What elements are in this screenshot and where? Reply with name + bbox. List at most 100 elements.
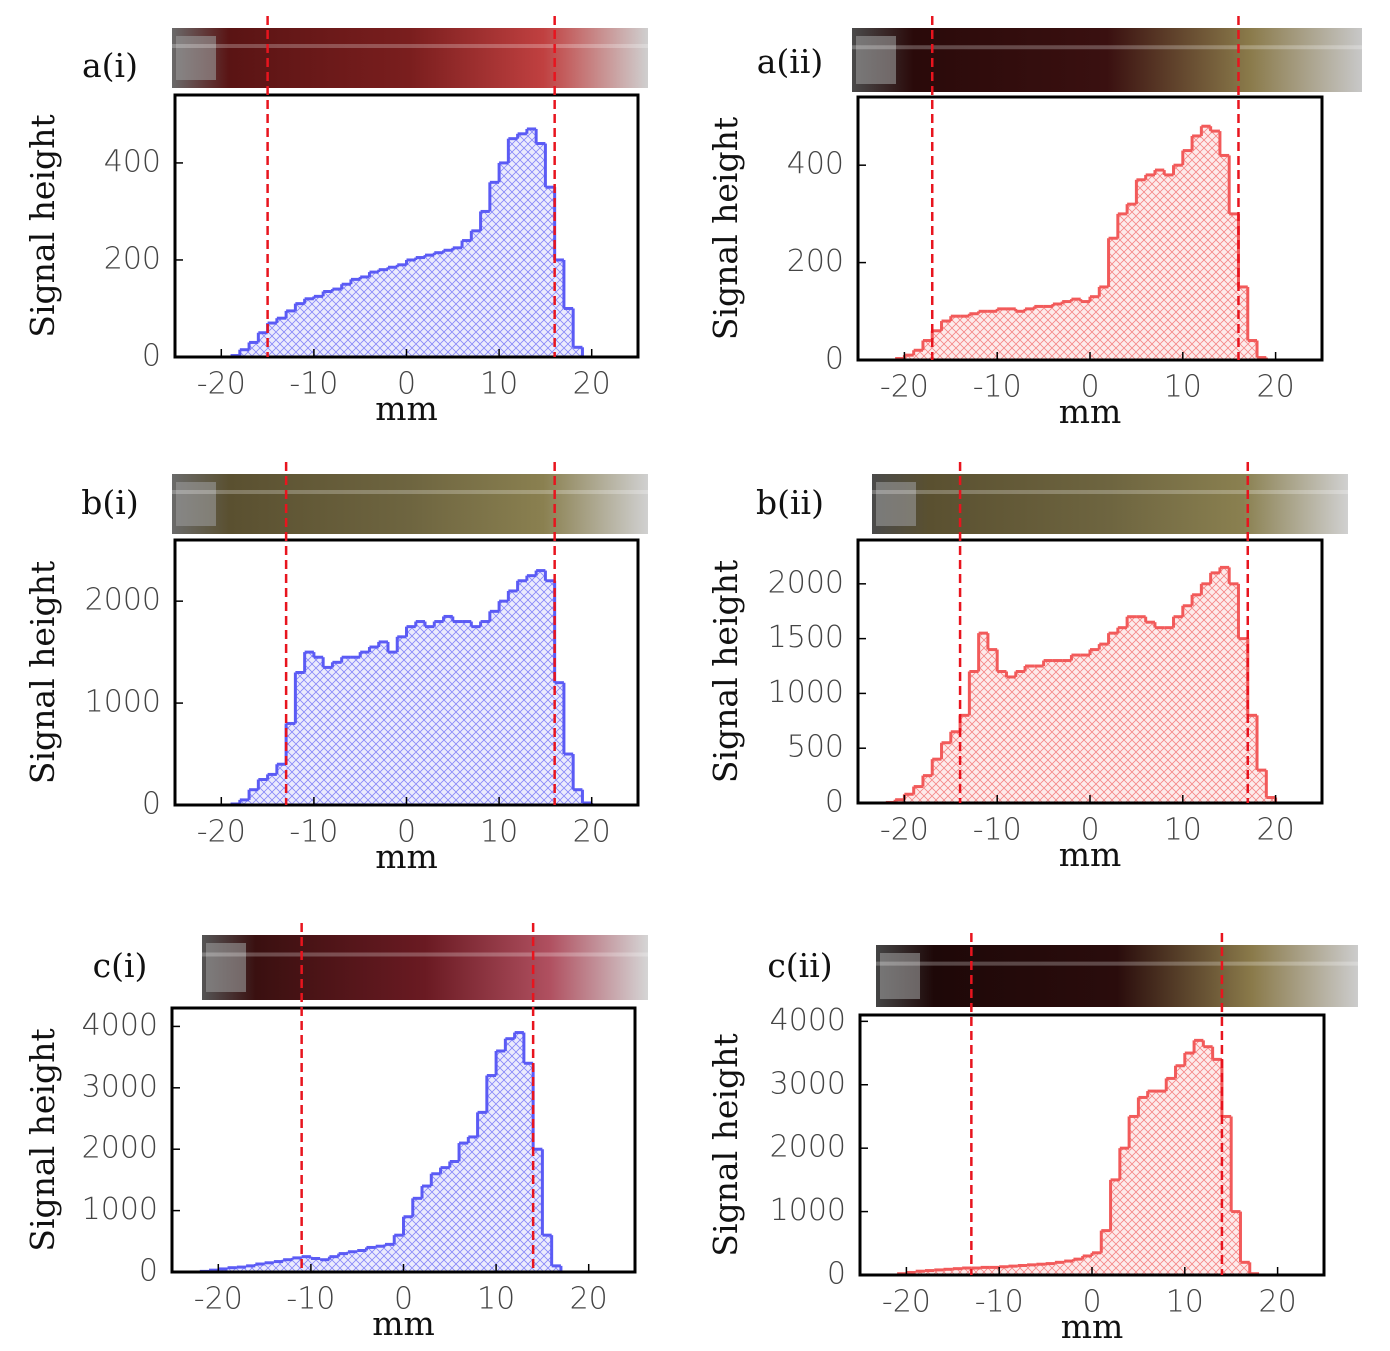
histogram-bar xyxy=(1201,583,1211,803)
histogram-bar xyxy=(526,128,537,357)
histogram-bar xyxy=(1145,622,1155,803)
histogram-bar xyxy=(415,621,426,805)
histogram-bar xyxy=(1229,213,1239,360)
histogram-bar xyxy=(1127,204,1137,360)
histogram-bar xyxy=(1043,306,1053,360)
histogram-bar xyxy=(350,657,361,805)
histogram-bar xyxy=(1080,301,1090,360)
histogram-bar xyxy=(422,1186,432,1272)
y-tick-label: 0 xyxy=(825,342,844,377)
histogram-bar xyxy=(526,575,537,805)
x-tick-label: -10 xyxy=(975,1285,1024,1320)
histogram-bar xyxy=(378,641,388,805)
y-tick-label: 500 xyxy=(787,730,844,765)
histogram-bar xyxy=(1045,1263,1055,1275)
y-tick-label: 3000 xyxy=(82,1069,158,1104)
x-tick-label: -20 xyxy=(880,813,929,848)
histogram-bar xyxy=(1101,1230,1111,1275)
histogram-bar xyxy=(1099,286,1109,360)
histogram-bar xyxy=(304,298,314,357)
histogram-bar xyxy=(283,1259,293,1272)
histogram-bar xyxy=(249,789,259,805)
histogram-bar xyxy=(1034,306,1044,360)
histogram-bar xyxy=(397,264,407,357)
histogram-bar xyxy=(952,1268,963,1275)
x-axis-title: mm xyxy=(375,389,438,428)
histogram-bar xyxy=(1052,660,1063,803)
histogram-bar xyxy=(239,349,250,357)
histogram-bar xyxy=(292,1257,302,1272)
histogram-bar xyxy=(443,250,453,357)
histogram-bar xyxy=(434,621,444,805)
plot-frame xyxy=(858,1013,1326,1277)
y-tick-label: 200 xyxy=(104,241,161,276)
histogram-bar xyxy=(415,257,426,357)
histogram-bar xyxy=(397,636,407,805)
x-tick-label: -10 xyxy=(286,1282,335,1317)
x-axis-title: mm xyxy=(1059,835,1122,874)
histogram-bar xyxy=(286,310,296,357)
histogram-bar xyxy=(950,316,961,360)
panel-label: c(i) xyxy=(93,946,148,985)
y-axis-title: Signal height xyxy=(706,117,745,340)
histogram-bar xyxy=(378,269,388,357)
histogram-bar xyxy=(1240,1262,1250,1275)
histogram-bar xyxy=(434,252,444,357)
histogram-bar xyxy=(431,1173,441,1272)
histogram-bar xyxy=(943,1269,953,1275)
histogram-bar xyxy=(286,723,296,805)
x-axis-title: mm xyxy=(375,837,438,876)
x-tick-label: 0 xyxy=(1082,1285,1101,1320)
x-tick-label: 20 xyxy=(1259,1285,1297,1320)
histogram-bar xyxy=(468,1136,478,1272)
y-tick-label: 4000 xyxy=(82,1008,158,1043)
histogram-bar xyxy=(932,759,942,803)
x-tick-label: -20 xyxy=(880,370,929,405)
histogram-bar xyxy=(1164,627,1174,803)
histogram-bar xyxy=(1192,135,1202,360)
histogram-bar xyxy=(227,1267,237,1272)
x-tick-label: -20 xyxy=(197,815,246,850)
syringe-photo xyxy=(852,28,1362,92)
y-tick-label: 1000 xyxy=(768,675,844,710)
histogram-bar xyxy=(313,657,324,805)
syringe-plunger xyxy=(176,482,216,526)
histogram-bar xyxy=(347,1251,358,1272)
histogram-bar xyxy=(573,347,583,357)
histogram-bar xyxy=(523,1063,534,1272)
syringe-plunger xyxy=(206,943,246,992)
histogram-bar xyxy=(1117,213,1128,360)
panel-label: a(ii) xyxy=(757,42,824,81)
histogram-bar xyxy=(459,1143,469,1272)
y-tick-label: 0 xyxy=(142,339,161,374)
y-tick-label: 400 xyxy=(104,144,161,179)
histogram-bar xyxy=(1071,655,1081,803)
syringe-photo xyxy=(872,474,1348,534)
x-tick-label: -10 xyxy=(289,367,338,402)
histogram-bar xyxy=(987,311,998,360)
histogram-bar xyxy=(1182,150,1193,360)
histogram-bar xyxy=(934,1269,944,1275)
histogram-bar xyxy=(1182,605,1193,803)
x-tick-label: 20 xyxy=(1257,813,1295,848)
histogram-bar xyxy=(387,652,398,805)
syringe-plunger xyxy=(176,36,216,80)
histogram-bar xyxy=(403,1216,413,1272)
histogram-bar xyxy=(329,1256,339,1272)
histogram-bar xyxy=(246,1265,256,1272)
histogram-bar xyxy=(1247,715,1258,803)
histogram-bar xyxy=(1257,770,1267,803)
histogram-bar xyxy=(505,1038,515,1272)
histogram-bar xyxy=(1231,1211,1241,1275)
histogram-bar xyxy=(960,715,970,803)
histogram-bar xyxy=(323,291,333,357)
histogram-bar xyxy=(443,616,453,805)
histogram-bar xyxy=(301,1256,311,1272)
histogram-bar xyxy=(508,138,518,357)
histogram-bar xyxy=(1154,170,1165,360)
x-tick-label: 10 xyxy=(1164,370,1202,405)
histogram-bar xyxy=(375,1246,385,1272)
y-tick-label: 0 xyxy=(142,787,161,822)
